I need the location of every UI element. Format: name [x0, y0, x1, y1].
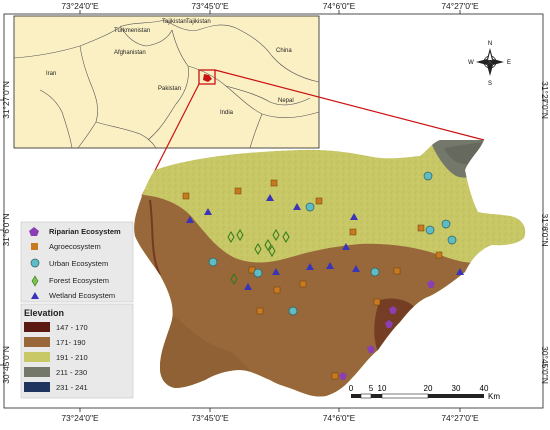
coord-top-4: 74°27'0"E [441, 1, 479, 11]
wetland-triangle-icon [31, 292, 39, 299]
inset-label-china: China [276, 48, 292, 54]
legend-elevation: Elevation 147 - 170 171- 190 191 - 210 2… [20, 303, 134, 399]
riparian-pentagon-icon [29, 227, 39, 236]
coord-bottom-2: 73°45'0"E [191, 413, 229, 423]
inset-label-india: India [220, 110, 234, 116]
coord-top-2: 73°45'0"E [191, 1, 229, 11]
urban-circle-icon [30, 258, 40, 268]
inset-frame [13, 15, 320, 149]
coord-right-1: 31°27'0"N [540, 81, 550, 119]
agro-square-icon [31, 243, 38, 250]
study-area-locator-shape [203, 74, 212, 82]
study-area-locator-box [198, 69, 216, 85]
scale-unit: Km [488, 392, 500, 401]
elevation-label-3: 191 - 210 [56, 353, 88, 362]
elevation-swatch-4 [24, 367, 50, 377]
north-label: N [488, 41, 492, 47]
scale-tick-20: 20 [424, 384, 433, 393]
inset-label-tajikistan-2: Tajikistan [186, 19, 211, 25]
legend-label-riparian: Riparian Ecosystem [49, 227, 121, 236]
legend-label-agro: Agroecosystem [49, 242, 101, 251]
inset-label-tajikistan-1: Tajikistan [162, 19, 187, 25]
inset-map: Turkmenistan Tajikistan Tajikistan Afgha… [13, 15, 320, 149]
scale-tick-0: 0 [349, 384, 354, 393]
coord-left-1: 31°27'0"N [1, 81, 11, 119]
inset-label-turkmenistan: Turkmenistan [114, 28, 150, 34]
elevation-label-1: 147 - 170 [56, 323, 88, 332]
coord-top-3: 74°6'0"E [323, 1, 356, 11]
coord-right-3: 30°45'0"N [540, 346, 550, 384]
inset-label-iran: Iran [46, 71, 56, 77]
elevation-swatch-5 [24, 382, 50, 392]
coord-top-1: 73°24'0"E [61, 1, 99, 11]
legend-label-forest: Forest Ecosystem [49, 276, 109, 285]
west-label: W [468, 60, 474, 66]
scale-tick-5: 5 [369, 384, 374, 393]
east-label: E [507, 60, 511, 66]
coord-left-2: 31°6'0"N [1, 213, 11, 246]
coord-right-2: 31°6'0"N [540, 213, 550, 246]
elevation-swatch-3 [24, 352, 50, 362]
coord-bottom-4: 74°27'0"E [441, 413, 479, 423]
north-arrow-icon: N S E W [468, 41, 511, 87]
forest-diamond-icon [31, 275, 39, 287]
coord-bottom-1: 73°24'0"E [61, 413, 99, 423]
inset-label-nepal: Nepal [278, 98, 294, 104]
elevation-swatch-2 [24, 337, 50, 347]
scale-tick-30: 30 [452, 384, 461, 393]
legend-label-urban: Urban Ecosystem [49, 259, 108, 268]
country-borders [13, 19, 320, 149]
legend-label-wetland: Wetland Ecosystem [49, 291, 115, 300]
scale-bar: 0 5 10 20 30 40 Km [349, 384, 501, 401]
sample-points [182, 171, 464, 380]
scale-tick-10: 10 [378, 384, 387, 393]
legend-elevation-title: Elevation [24, 308, 64, 318]
scale-tick-40: 40 [480, 384, 489, 393]
elevation-label-4: 211 - 230 [56, 368, 87, 377]
inset-label-pakistan: Pakistan [158, 86, 181, 92]
coord-left-3: 30°45'0"N [1, 346, 11, 384]
inset-label-afghanistan: Afghanistan [114, 50, 146, 56]
legend-ecosystems: Riparian Ecosystem Agroecosystem Urban E… [20, 221, 134, 303]
south-label: S [488, 81, 492, 87]
elevation-label-5: 231 - 241 [56, 383, 88, 392]
elevation-label-2: 171- 190 [56, 338, 86, 347]
coord-bottom-3: 74°6'0"E [323, 413, 356, 423]
graticule-ticks [0, 10, 547, 412]
elevation-swatch-1 [24, 322, 50, 332]
